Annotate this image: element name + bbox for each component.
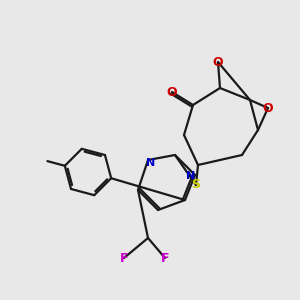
Text: N: N: [187, 171, 196, 181]
Text: N: N: [146, 158, 155, 168]
Text: S: S: [191, 178, 200, 191]
Text: F: F: [120, 251, 128, 265]
Text: O: O: [263, 101, 273, 115]
Text: O: O: [213, 56, 223, 68]
Text: O: O: [167, 85, 177, 98]
Text: F: F: [161, 251, 169, 265]
